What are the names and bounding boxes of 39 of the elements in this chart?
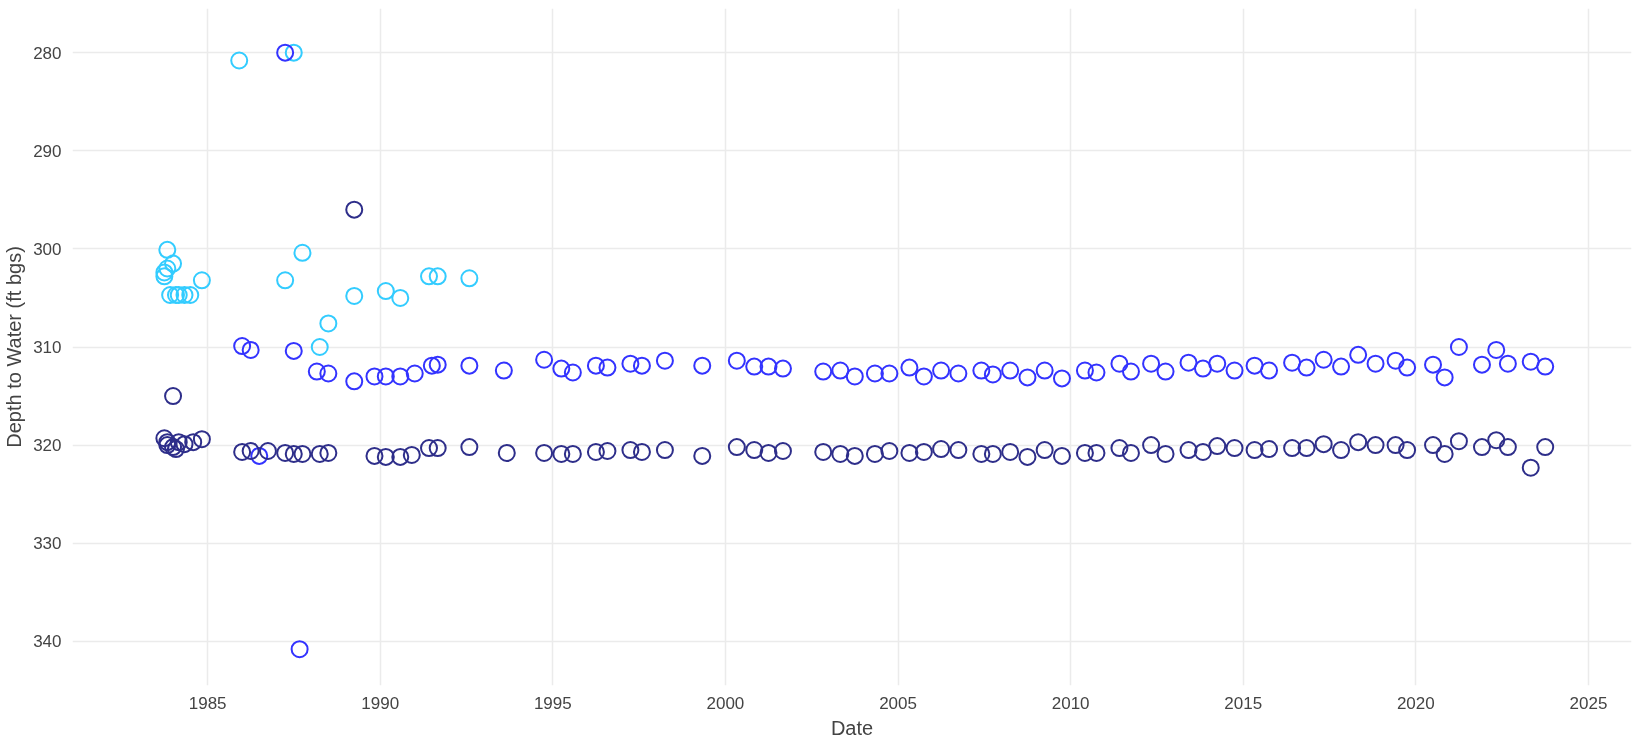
point: [164, 254, 183, 273]
point: [155, 267, 174, 286]
point: [376, 282, 395, 301]
y-tick-label: 320: [33, 436, 62, 456]
point: [158, 259, 177, 278]
point: [310, 338, 329, 356]
point: [428, 267, 447, 286]
x-tick-label: 1995: [533, 693, 572, 713]
y-tick-label: 280: [33, 43, 62, 63]
x-tick-label: 2020: [1396, 693, 1435, 713]
point: [276, 271, 295, 290]
point: [230, 51, 249, 70]
y-tick-label: 330: [33, 534, 62, 554]
point: [391, 288, 410, 307]
point: [420, 267, 438, 286]
y-tick-label: 310: [33, 338, 62, 357]
x-tick-label: 2025: [1569, 693, 1608, 713]
y-tick-label: 340: [33, 632, 62, 652]
point: [155, 263, 174, 282]
x-axis-title: Date: [830, 716, 874, 739]
y-tick-label: 300: [33, 239, 62, 259]
point: [293, 243, 312, 262]
point: [181, 286, 200, 304]
point: [175, 286, 194, 304]
x-tick-label: 1990: [361, 693, 400, 713]
point: [345, 287, 364, 305]
point: [161, 286, 180, 304]
x-tick-label: 2005: [879, 693, 917, 713]
x-tick-label: 2015: [1224, 693, 1263, 713]
x-tick-label: 2010: [1051, 693, 1090, 713]
x-tick-label: 1985: [188, 693, 227, 713]
point: [460, 269, 479, 288]
point: [319, 314, 338, 333]
point: [192, 271, 211, 290]
point: [158, 240, 177, 259]
y-axis-title: Depth to Water (ft bgs): [3, 246, 26, 448]
y-tick-label: 290: [33, 141, 62, 161]
x-tick-label: 2000: [706, 693, 745, 713]
point: [284, 43, 303, 62]
